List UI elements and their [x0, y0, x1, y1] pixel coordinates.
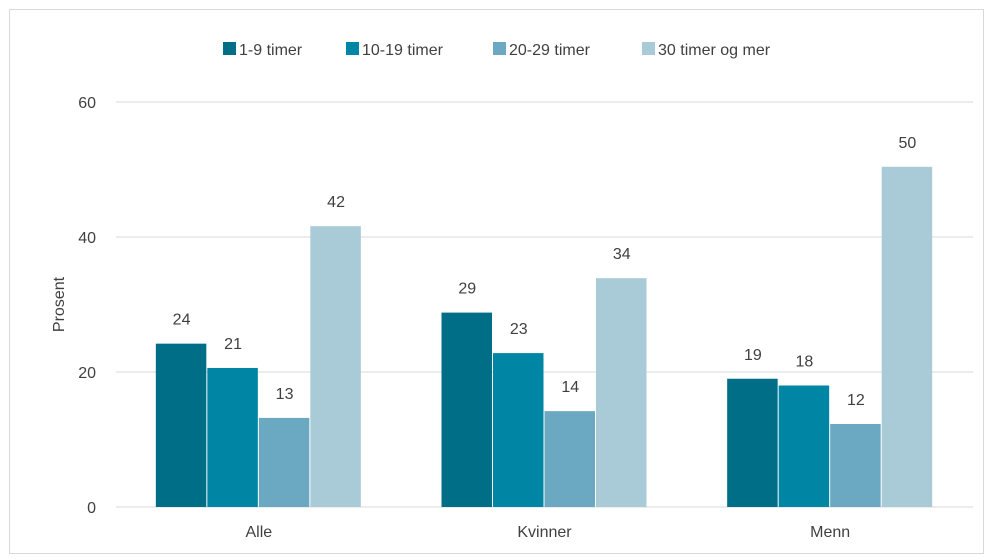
- chart-frame: 0 20 40 60 Prosent 24 21 13 42 29 23 14 34 19 18 12 50…: [9, 9, 984, 554]
- bar: [544, 411, 595, 507]
- x-axis-tick-labels: Alle Kvinner Menn: [245, 524, 850, 541]
- bar: [778, 385, 830, 507]
- data-label: 34: [613, 246, 631, 263]
- data-labels: 24 21 13 42 29 23 14 34 19 18 12 50: [173, 135, 917, 409]
- bars: [155, 166, 933, 508]
- data-label: 50: [899, 135, 917, 152]
- data-label: 12: [847, 392, 865, 409]
- y-tick-label: 40: [78, 230, 96, 247]
- data-label: 18: [796, 354, 814, 371]
- legend-swatch: [642, 42, 655, 55]
- bar: [310, 226, 361, 507]
- data-label: 19: [744, 347, 762, 364]
- bar: [207, 367, 258, 507]
- bar: [830, 423, 881, 507]
- x-tick-label: Alle: [245, 524, 272, 541]
- data-label: 24: [173, 312, 191, 329]
- x-tick-label: Menn: [810, 524, 850, 541]
- bar: [155, 343, 207, 507]
- bar: [258, 417, 310, 507]
- x-tick-label: Kvinner: [517, 524, 572, 541]
- legend: 1-9 timer 10-19 timer 20-29 timer 30 timer …: [223, 42, 771, 59]
- data-label: 42: [327, 194, 345, 211]
- legend-label: 1-9 timer: [239, 42, 303, 59]
- y-axis-title: Prosent: [51, 276, 68, 332]
- bar: [493, 353, 544, 507]
- legend-swatch: [493, 42, 506, 55]
- bar-chart: 0 20 40 60 Prosent 24 21 13 42 29 23 14 34 19 18 12 50…: [51, 42, 973, 541]
- data-label: 23: [510, 321, 528, 338]
- bar: [441, 312, 492, 507]
- legend-swatch: [223, 42, 236, 55]
- y-tick-label: 0: [87, 500, 96, 517]
- data-label: 29: [458, 281, 476, 298]
- legend-swatch: [346, 42, 359, 55]
- legend-label: 30 timer og mer: [658, 42, 771, 59]
- data-label: 13: [276, 386, 294, 403]
- bar: [881, 166, 933, 508]
- y-axis-tick-labels: 0 20 40 60: [78, 95, 96, 517]
- data-label: 14: [561, 379, 579, 396]
- legend-label: 20-29 timer: [509, 42, 591, 59]
- bar: [596, 278, 647, 507]
- bar: [727, 378, 778, 507]
- y-tick-label: 20: [78, 365, 96, 382]
- legend-label: 10-19 timer: [362, 42, 444, 59]
- y-tick-label: 60: [78, 95, 96, 112]
- data-label: 21: [224, 336, 242, 353]
